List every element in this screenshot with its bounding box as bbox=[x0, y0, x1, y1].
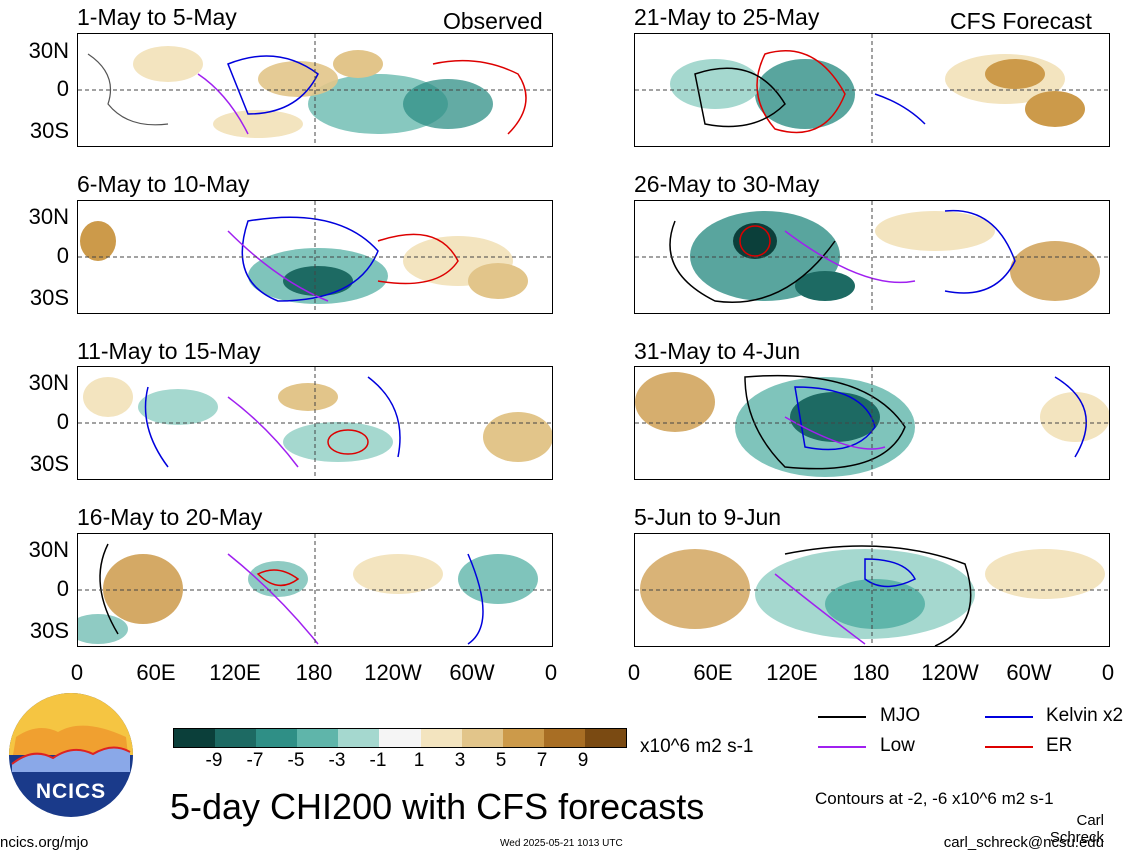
lat-label: 30N bbox=[28, 204, 69, 229]
map-panel bbox=[634, 33, 1110, 147]
panel-title: 31-May to 4-Jun bbox=[634, 338, 801, 364]
legend-line-mjo bbox=[818, 716, 866, 718]
lat-label: 0 bbox=[56, 243, 69, 268]
lon-label: 120W bbox=[364, 660, 422, 685]
colorbar-tick: 1 bbox=[413, 750, 425, 771]
map-panel bbox=[634, 366, 1110, 480]
lat-label: 30S bbox=[29, 451, 69, 476]
panel-title: 26-May to 30-May bbox=[634, 171, 820, 197]
legend-label: MJO bbox=[880, 705, 921, 726]
lat-label: 0 bbox=[56, 76, 69, 101]
colorbar-tick: -9 bbox=[205, 750, 223, 771]
panel-title: 21-May to 25-May bbox=[634, 4, 820, 30]
lon-label: 120E bbox=[209, 660, 261, 685]
cfs-forecast-label: CFS Forecast bbox=[950, 8, 1092, 34]
colorbar-tick: -7 bbox=[246, 750, 264, 771]
map-panel bbox=[77, 200, 553, 314]
colorbar-tick: -5 bbox=[287, 750, 305, 771]
panel-title: 16-May to 20-May bbox=[77, 504, 263, 530]
map-panel bbox=[77, 33, 553, 147]
lon-label: 120W bbox=[921, 660, 979, 685]
map-panel bbox=[634, 533, 1110, 647]
colorbar-tick: -3 bbox=[328, 750, 346, 771]
colorbar-units: x10^6 m2 s-1 bbox=[640, 736, 754, 757]
legend-line-low bbox=[818, 746, 866, 748]
colorbar-tick: 7 bbox=[536, 750, 548, 771]
author: Carl Schreck bbox=[1049, 812, 1104, 846]
legend-line-er bbox=[985, 746, 1033, 748]
lat-label: 30S bbox=[29, 618, 69, 643]
panel-title: 11-May to 15-May bbox=[77, 338, 261, 364]
lat-label: 30N bbox=[28, 370, 69, 395]
lon-label: 120E bbox=[766, 660, 818, 685]
timestamp: Wed 2025-05-21 1013 UTC bbox=[500, 838, 623, 849]
contour-note: Contours at -2, -6 x10^6 m2 s-1 bbox=[815, 789, 1054, 808]
lon-label: 0 bbox=[1101, 660, 1115, 685]
colorbar-tick: -1 bbox=[369, 750, 387, 771]
panel-title: 1-May to 5-May bbox=[77, 4, 237, 30]
colorbar-tick: 3 bbox=[454, 750, 466, 771]
legend-label: Low bbox=[880, 735, 915, 756]
lat-label: 30S bbox=[29, 118, 69, 143]
lon-label: 60W bbox=[1006, 660, 1052, 685]
ncics-logo: NCICS bbox=[8, 692, 134, 818]
map-panel bbox=[77, 366, 553, 480]
lat-label: 30N bbox=[28, 38, 69, 63]
logo-text: NCICS bbox=[35, 780, 107, 803]
map-panel bbox=[634, 200, 1110, 314]
lat-label: 30N bbox=[28, 537, 69, 562]
legend-label: ER bbox=[1046, 735, 1073, 756]
lon-label: 180 bbox=[852, 660, 890, 685]
main-title: 5-day CHI200 with CFS forecasts bbox=[170, 786, 705, 827]
colorbar-tick: 9 bbox=[577, 750, 589, 771]
colorbar bbox=[173, 728, 627, 748]
lon-label: 60W bbox=[449, 660, 495, 685]
email-link[interactable]: carl_schreck@ncsu.edu bbox=[943, 834, 1104, 851]
lon-label: 60E bbox=[693, 660, 733, 685]
panel-title: 6-May to 10-May bbox=[77, 171, 250, 197]
lon-label: 0 bbox=[70, 660, 84, 685]
lon-label: 0 bbox=[544, 660, 558, 685]
panel-title: 5-Jun to 9-Jun bbox=[634, 504, 782, 530]
colorbar-tick: 5 bbox=[495, 750, 507, 771]
legend-label: Kelvin x2 bbox=[1046, 705, 1124, 726]
lon-label: 0 bbox=[627, 660, 641, 685]
map-panel bbox=[77, 533, 553, 647]
lon-label: 180 bbox=[295, 660, 333, 685]
lat-label: 30S bbox=[29, 285, 69, 310]
legend-line-kelvin bbox=[985, 716, 1033, 718]
lon-label: 60E bbox=[136, 660, 176, 685]
lat-label: 0 bbox=[56, 409, 69, 434]
observed-label: Observed bbox=[443, 8, 543, 34]
lat-label: 0 bbox=[56, 576, 69, 601]
website-link[interactable]: ncics.org/mjo bbox=[0, 834, 89, 851]
